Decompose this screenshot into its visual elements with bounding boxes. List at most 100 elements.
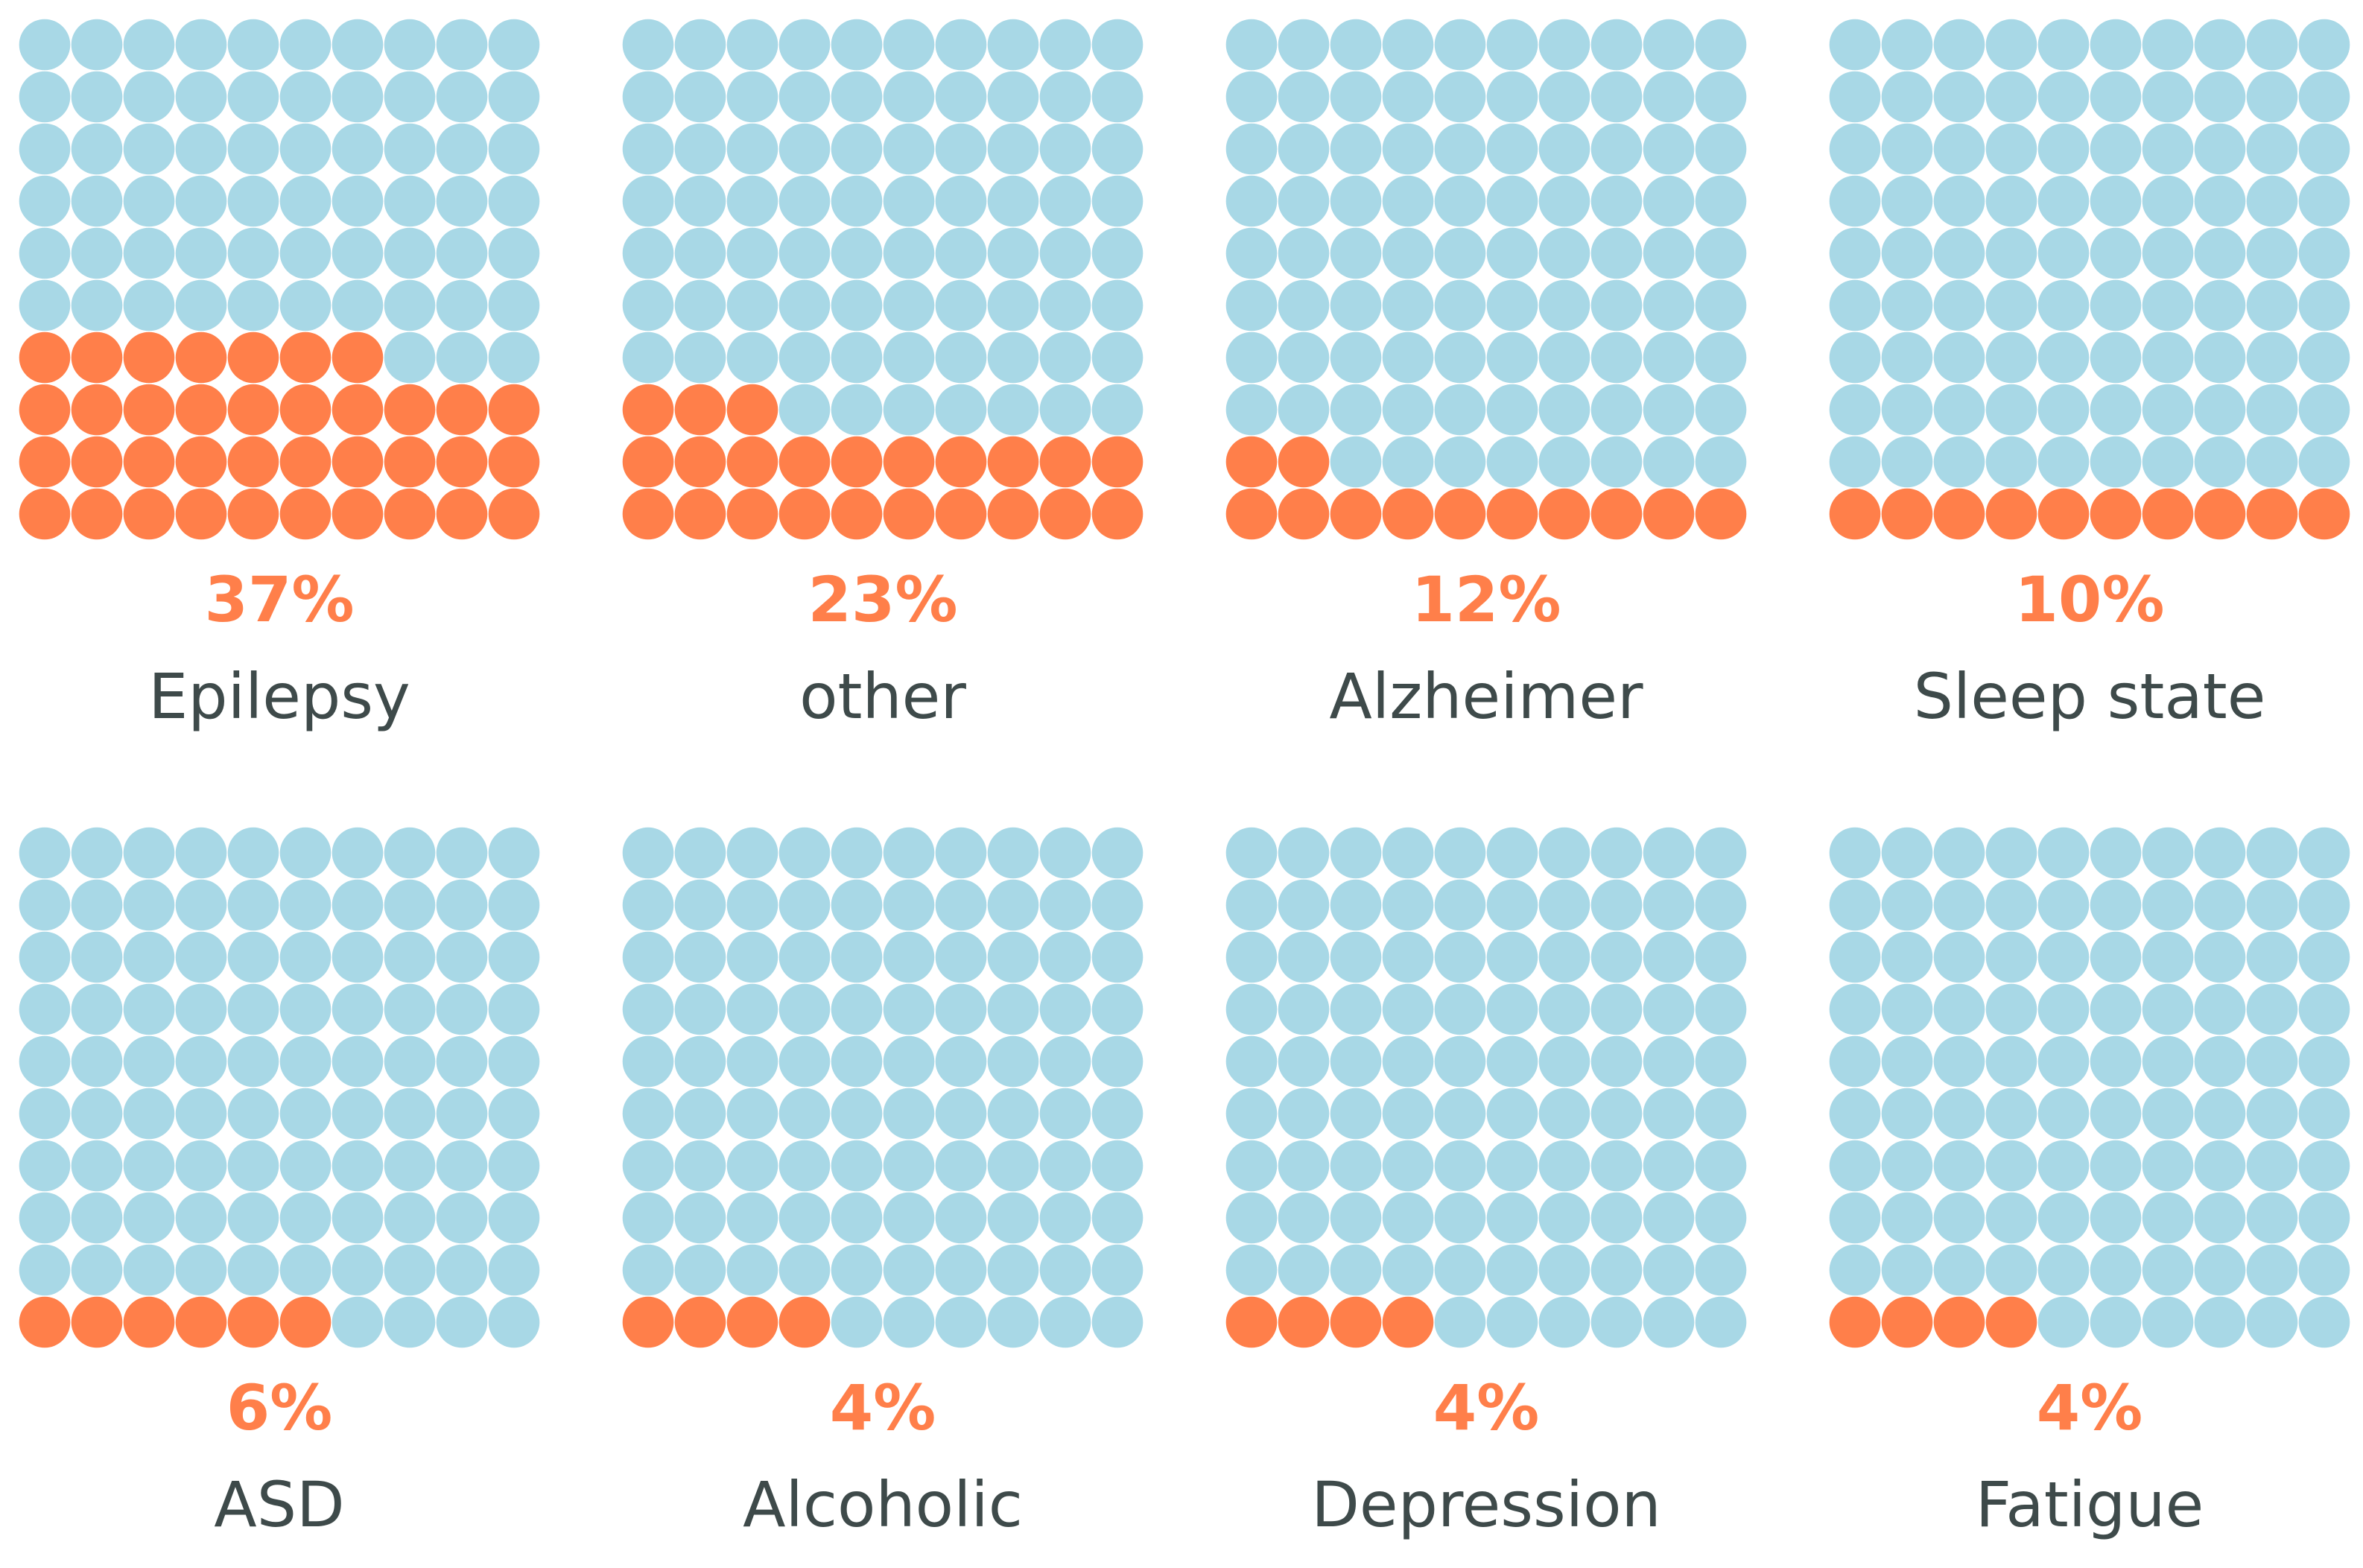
- waffle-dot-empty: [227, 1035, 279, 1088]
- waffle-dot-filled: [488, 384, 540, 436]
- waffle-dot-empty: [279, 827, 332, 879]
- waffle-dot-empty: [1434, 1244, 1486, 1296]
- waffle-dot-empty: [1933, 19, 1985, 71]
- waffle-dot-empty: [384, 827, 436, 879]
- waffle-dot-empty: [1985, 1244, 2037, 1296]
- waffle-dot-empty: [1382, 175, 1434, 227]
- waffle-dot-filled: [19, 384, 71, 436]
- waffle-dot-empty: [674, 1140, 726, 1192]
- waffle-dot-empty: [227, 279, 279, 331]
- waffle-dot-empty: [1486, 436, 1538, 488]
- waffle-dot-empty: [1434, 279, 1486, 331]
- waffle-dot-empty: [1643, 1192, 1695, 1244]
- waffle-dot-empty: [123, 71, 175, 123]
- waffle-dot-filled: [436, 436, 488, 488]
- waffle-dot-empty: [1829, 19, 1881, 71]
- waffle-dot-empty: [1382, 931, 1434, 983]
- waffle-dot-empty: [1695, 1244, 1747, 1296]
- waffle-dot-empty: [123, 1192, 175, 1244]
- waffle-dot-empty: [1039, 1140, 1091, 1192]
- waffle-dot-filled: [332, 436, 384, 488]
- waffle-dot-empty: [1330, 175, 1382, 227]
- category-label: Epilepsy: [148, 660, 410, 733]
- waffle-dot-empty: [436, 827, 488, 879]
- waffle-dot-empty: [1486, 279, 1538, 331]
- waffle-dot-empty: [436, 1244, 488, 1296]
- waffle-dot-empty: [436, 175, 488, 227]
- waffle-dot-empty: [1829, 1035, 1881, 1088]
- waffle-dot-empty: [2142, 1296, 2194, 1348]
- waffle-dot-empty: [2142, 436, 2194, 488]
- waffle-dot-empty: [2194, 827, 2246, 879]
- waffle-dot-empty: [2194, 384, 2246, 436]
- waffle-dot-filled: [71, 331, 123, 384]
- waffle-dot-empty: [674, 1244, 726, 1296]
- waffle-dot-empty: [1538, 384, 1590, 436]
- waffle-dot-filled: [71, 436, 123, 488]
- waffle-dot-empty: [1486, 931, 1538, 983]
- waffle-dot-empty: [1330, 931, 1382, 983]
- waffle-dot-empty: [2298, 1296, 2350, 1348]
- waffle-dot-empty: [1933, 384, 1985, 436]
- waffle-dot-empty: [1538, 279, 1590, 331]
- waffle-dot-empty: [1091, 384, 1144, 436]
- waffle-dot-empty: [123, 1088, 175, 1140]
- waffle-dot-empty: [332, 279, 384, 331]
- waffle-dot-empty: [935, 331, 987, 384]
- waffle-dot-empty: [2090, 175, 2142, 227]
- waffle-dot-filled: [935, 488, 987, 540]
- waffle-dot-empty: [2037, 279, 2090, 331]
- waffle-dot-empty: [71, 227, 123, 279]
- percent-label: 37%: [204, 563, 355, 636]
- waffle-dot-filled: [488, 488, 540, 540]
- waffle-dot-empty: [622, 931, 674, 983]
- waffle-dot-empty: [2142, 384, 2194, 436]
- waffle-dot-empty: [279, 931, 332, 983]
- waffle-dot-filled: [2142, 488, 2194, 540]
- waffle-dot-empty: [227, 71, 279, 123]
- waffle-dot-empty: [1881, 436, 1933, 488]
- waffle-dot-empty: [279, 1244, 332, 1296]
- waffle-dot-empty: [1933, 71, 1985, 123]
- waffle-dot-filled: [175, 436, 227, 488]
- waffle-dot-empty: [2246, 827, 2298, 879]
- waffle-dot-empty: [831, 175, 883, 227]
- waffle-dot-empty: [2142, 1244, 2194, 1296]
- waffle-dot-empty: [1278, 1244, 1330, 1296]
- waffle-dot-empty: [1382, 1088, 1434, 1140]
- waffle-dot-filled: [622, 488, 674, 540]
- waffle-dot-empty: [1933, 227, 1985, 279]
- waffle-dot-filled: [123, 488, 175, 540]
- waffle-dot-empty: [778, 879, 831, 931]
- waffle-dot-filled: [175, 331, 227, 384]
- waffle-dot-empty: [883, 1035, 935, 1088]
- waffle-dot-filled: [1643, 488, 1695, 540]
- waffle-dot-empty: [726, 931, 778, 983]
- waffle-dot-empty: [883, 71, 935, 123]
- waffle-dot-empty: [71, 19, 123, 71]
- waffle-dot-empty: [1278, 827, 1330, 879]
- waffle-dot-empty: [1039, 1244, 1091, 1296]
- waffle-dot-empty: [1829, 227, 1881, 279]
- waffle-dot-empty: [987, 279, 1039, 331]
- waffle-dot-empty: [1538, 123, 1590, 175]
- waffle-dot-empty: [1382, 227, 1434, 279]
- waffle-dot-empty: [2037, 879, 2090, 931]
- waffle-dot-empty: [883, 384, 935, 436]
- waffle-dot-empty: [987, 123, 1039, 175]
- waffle-dot-empty: [1695, 227, 1747, 279]
- waffle-dot-empty: [1985, 384, 2037, 436]
- waffle-dot-empty: [1829, 983, 1881, 1035]
- waffle-dot-filled: [279, 1296, 332, 1348]
- waffle-dot-empty: [831, 331, 883, 384]
- waffle-dot-empty: [1278, 1088, 1330, 1140]
- waffle-dot-empty: [227, 1244, 279, 1296]
- waffle-dot-empty: [2298, 827, 2350, 879]
- waffle-dot-empty: [2037, 331, 2090, 384]
- waffle-dot-filled: [175, 1296, 227, 1348]
- waffle-dot-empty: [1829, 879, 1881, 931]
- waffle-dot-empty: [2037, 827, 2090, 879]
- waffle-dot-empty: [2246, 175, 2298, 227]
- waffle-dot-empty: [1330, 384, 1382, 436]
